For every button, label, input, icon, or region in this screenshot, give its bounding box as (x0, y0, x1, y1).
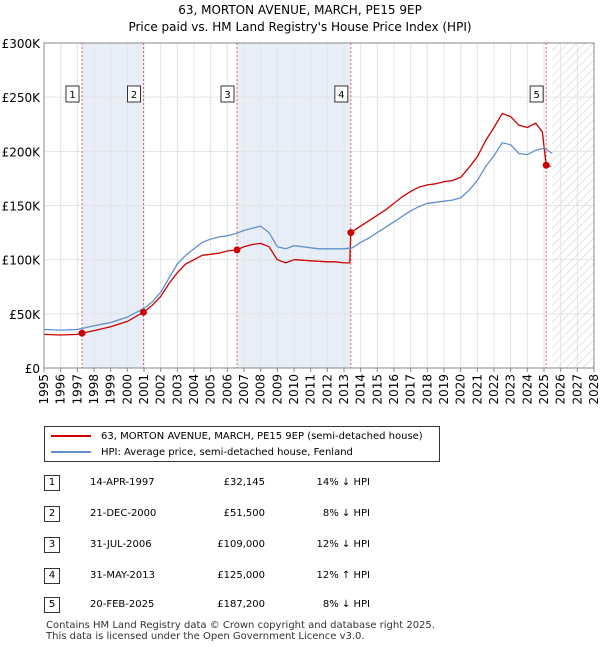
x-tick-label: 2026 (554, 374, 568, 405)
x-tick-label: 2012 (320, 374, 334, 405)
marker-label-box (127, 85, 141, 103)
x-tick-label: 2016 (387, 374, 401, 405)
x-tick-label: 2022 (487, 374, 501, 405)
x-tick-label: 2001 (137, 374, 151, 405)
x-tick-label: 2017 (404, 374, 418, 405)
legend-label-hpi: HPI: Average price, semi-detached house,… (101, 446, 353, 458)
sale-point (140, 308, 147, 316)
x-tick-label: 2009 (270, 374, 284, 405)
marker-label: 1 (69, 90, 75, 101)
row-price: £51,500 (223, 508, 265, 519)
row-date: 31-MAY-2013 (90, 570, 156, 581)
row-date: 21-DEC-2000 (90, 508, 157, 519)
marker-label: 2 (131, 90, 137, 101)
x-tick-label: 2004 (187, 374, 201, 405)
legend-item-hpi: HPI: Average price, semi-detached house,… (51, 444, 353, 460)
x-tick-label: 1996 (54, 374, 68, 405)
footer-copyright: Contains HM Land Registry data © Crown c… (46, 620, 435, 631)
legend: 63, MORTON AVENUE, MARCH, PE15 9EP (semi… (44, 426, 440, 462)
sale-point (233, 246, 241, 254)
y-tick-label: £50K (9, 308, 41, 322)
sale-point (78, 329, 86, 337)
row-hpi: 8% ↓ HPI (322, 599, 370, 610)
x-tick-label: 1995 (37, 374, 51, 405)
marker-label: 3 (224, 90, 230, 101)
x-tick-label: 2003 (170, 374, 184, 405)
row-date: 31-JUL-2006 (90, 539, 152, 550)
sale-point (542, 161, 550, 169)
sale-point (347, 229, 355, 237)
row-price: £125,000 (217, 570, 265, 581)
row-hpi: 12% ↓ HPI (316, 539, 370, 550)
x-tick-label: 2008 (254, 374, 268, 405)
legend-swatch-hpi (51, 451, 91, 453)
row-number: 1 (44, 475, 60, 491)
x-tick-label: 2023 (504, 374, 518, 405)
marker-label: 5 (533, 90, 539, 101)
x-tick-label: 1998 (87, 374, 101, 405)
marker-label-box (529, 85, 544, 103)
x-tick-label: 2019 (437, 374, 451, 405)
row-number: 5 (44, 597, 60, 613)
y-tick-label: £0 (25, 362, 40, 376)
row-date: 20-FEB-2025 (90, 599, 155, 610)
x-tick-label: 2002 (154, 374, 168, 405)
legend-item-price: 63, MORTON AVENUE, MARCH, PE15 9EP (semi… (51, 428, 423, 444)
x-tick-label: 2018 (420, 374, 434, 405)
row-price: £32,145 (223, 477, 265, 488)
row-price: £109,000 (217, 539, 265, 550)
x-tick-label: 1999 (104, 374, 118, 405)
row-hpi: 8% ↓ HPI (322, 508, 370, 519)
x-tick-label: 2006 (220, 374, 234, 405)
x-tick-label: 2020 (454, 374, 468, 405)
x-tick-label: 2024 (520, 374, 534, 405)
y-tick-label: £300K (2, 37, 42, 51)
x-tick-label: 2000 (120, 374, 134, 405)
y-tick-label: £250K (2, 91, 42, 105)
row-hpi: 12% ↑ HPI (316, 570, 370, 581)
marker-label: 4 (338, 90, 344, 101)
x-tick-label: 2025 (537, 374, 551, 405)
x-tick-label: 2007 (237, 374, 251, 405)
marker-label-box (220, 85, 235, 103)
x-tick-label: 1997 (70, 374, 84, 405)
y-tick-label: £100K (2, 254, 42, 268)
x-tick-label: 2015 (370, 374, 384, 405)
marker-label-box (65, 85, 80, 103)
y-tick-label: £150K (2, 200, 42, 214)
row-price: £187,200 (217, 599, 265, 610)
y-tick-label: £200K (2, 145, 42, 159)
x-tick-label: 2011 (304, 374, 318, 405)
plot-frame (43, 42, 595, 369)
row-number: 4 (44, 568, 60, 584)
row-number: 2 (44, 506, 60, 522)
row-date: 14-APR-1997 (90, 477, 155, 488)
hpi-line (43, 142, 553, 331)
legend-label-price: 63, MORTON AVENUE, MARCH, PE15 9EP (semi… (101, 430, 423, 442)
chart-title: 63, MORTON AVENUE, MARCH, PE15 9EP (178, 3, 422, 17)
x-tick-label: 2014 (354, 374, 368, 405)
price-paid-line (43, 112, 551, 336)
legend-swatch-price (51, 435, 91, 437)
footer-licence: This data is licensed under the Open Gov… (46, 631, 365, 642)
row-number: 3 (44, 537, 60, 553)
x-tick-label: 2013 (337, 374, 351, 405)
x-tick-label: 2005 (204, 374, 218, 405)
x-tick-label: 2010 (287, 374, 301, 405)
chart-subtitle: Price paid vs. HM Land Registry's House … (128, 20, 472, 34)
marker-label-box (334, 85, 349, 103)
x-tick-label: 2027 (570, 374, 584, 405)
row-hpi: 14% ↓ HPI (316, 477, 370, 488)
x-tick-label: 2021 (470, 374, 484, 405)
x-tick-label: 2028 (587, 374, 600, 405)
